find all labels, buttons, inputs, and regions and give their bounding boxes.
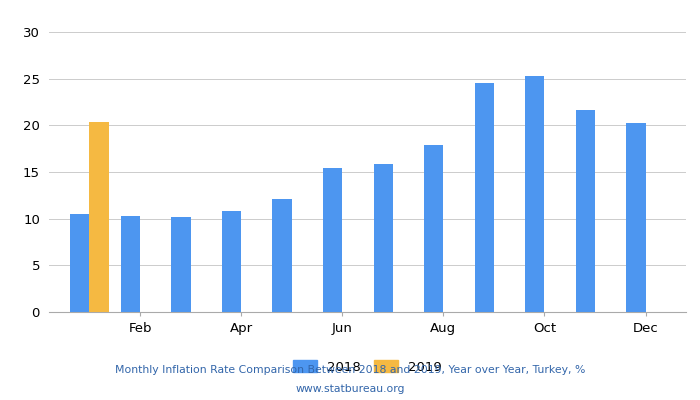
Bar (374, 164, 393, 312)
Bar (222, 211, 241, 312)
Text: Monthly Inflation Rate Comparison Between 2018 and 2019, Year over Year, Turkey,: Monthly Inflation Rate Comparison Betwee… (115, 365, 585, 375)
Bar (323, 168, 342, 312)
Bar (424, 145, 443, 312)
Legend: 2018, 2019: 2018, 2019 (288, 355, 447, 379)
Bar (90, 122, 108, 312)
Bar (70, 214, 90, 312)
Bar (525, 76, 545, 312)
Bar (172, 216, 190, 312)
Text: www.statbureau.org: www.statbureau.org (295, 384, 405, 394)
Bar (272, 198, 292, 312)
Bar (121, 216, 140, 312)
Bar (475, 83, 494, 312)
Bar (626, 122, 645, 312)
Bar (576, 110, 595, 312)
